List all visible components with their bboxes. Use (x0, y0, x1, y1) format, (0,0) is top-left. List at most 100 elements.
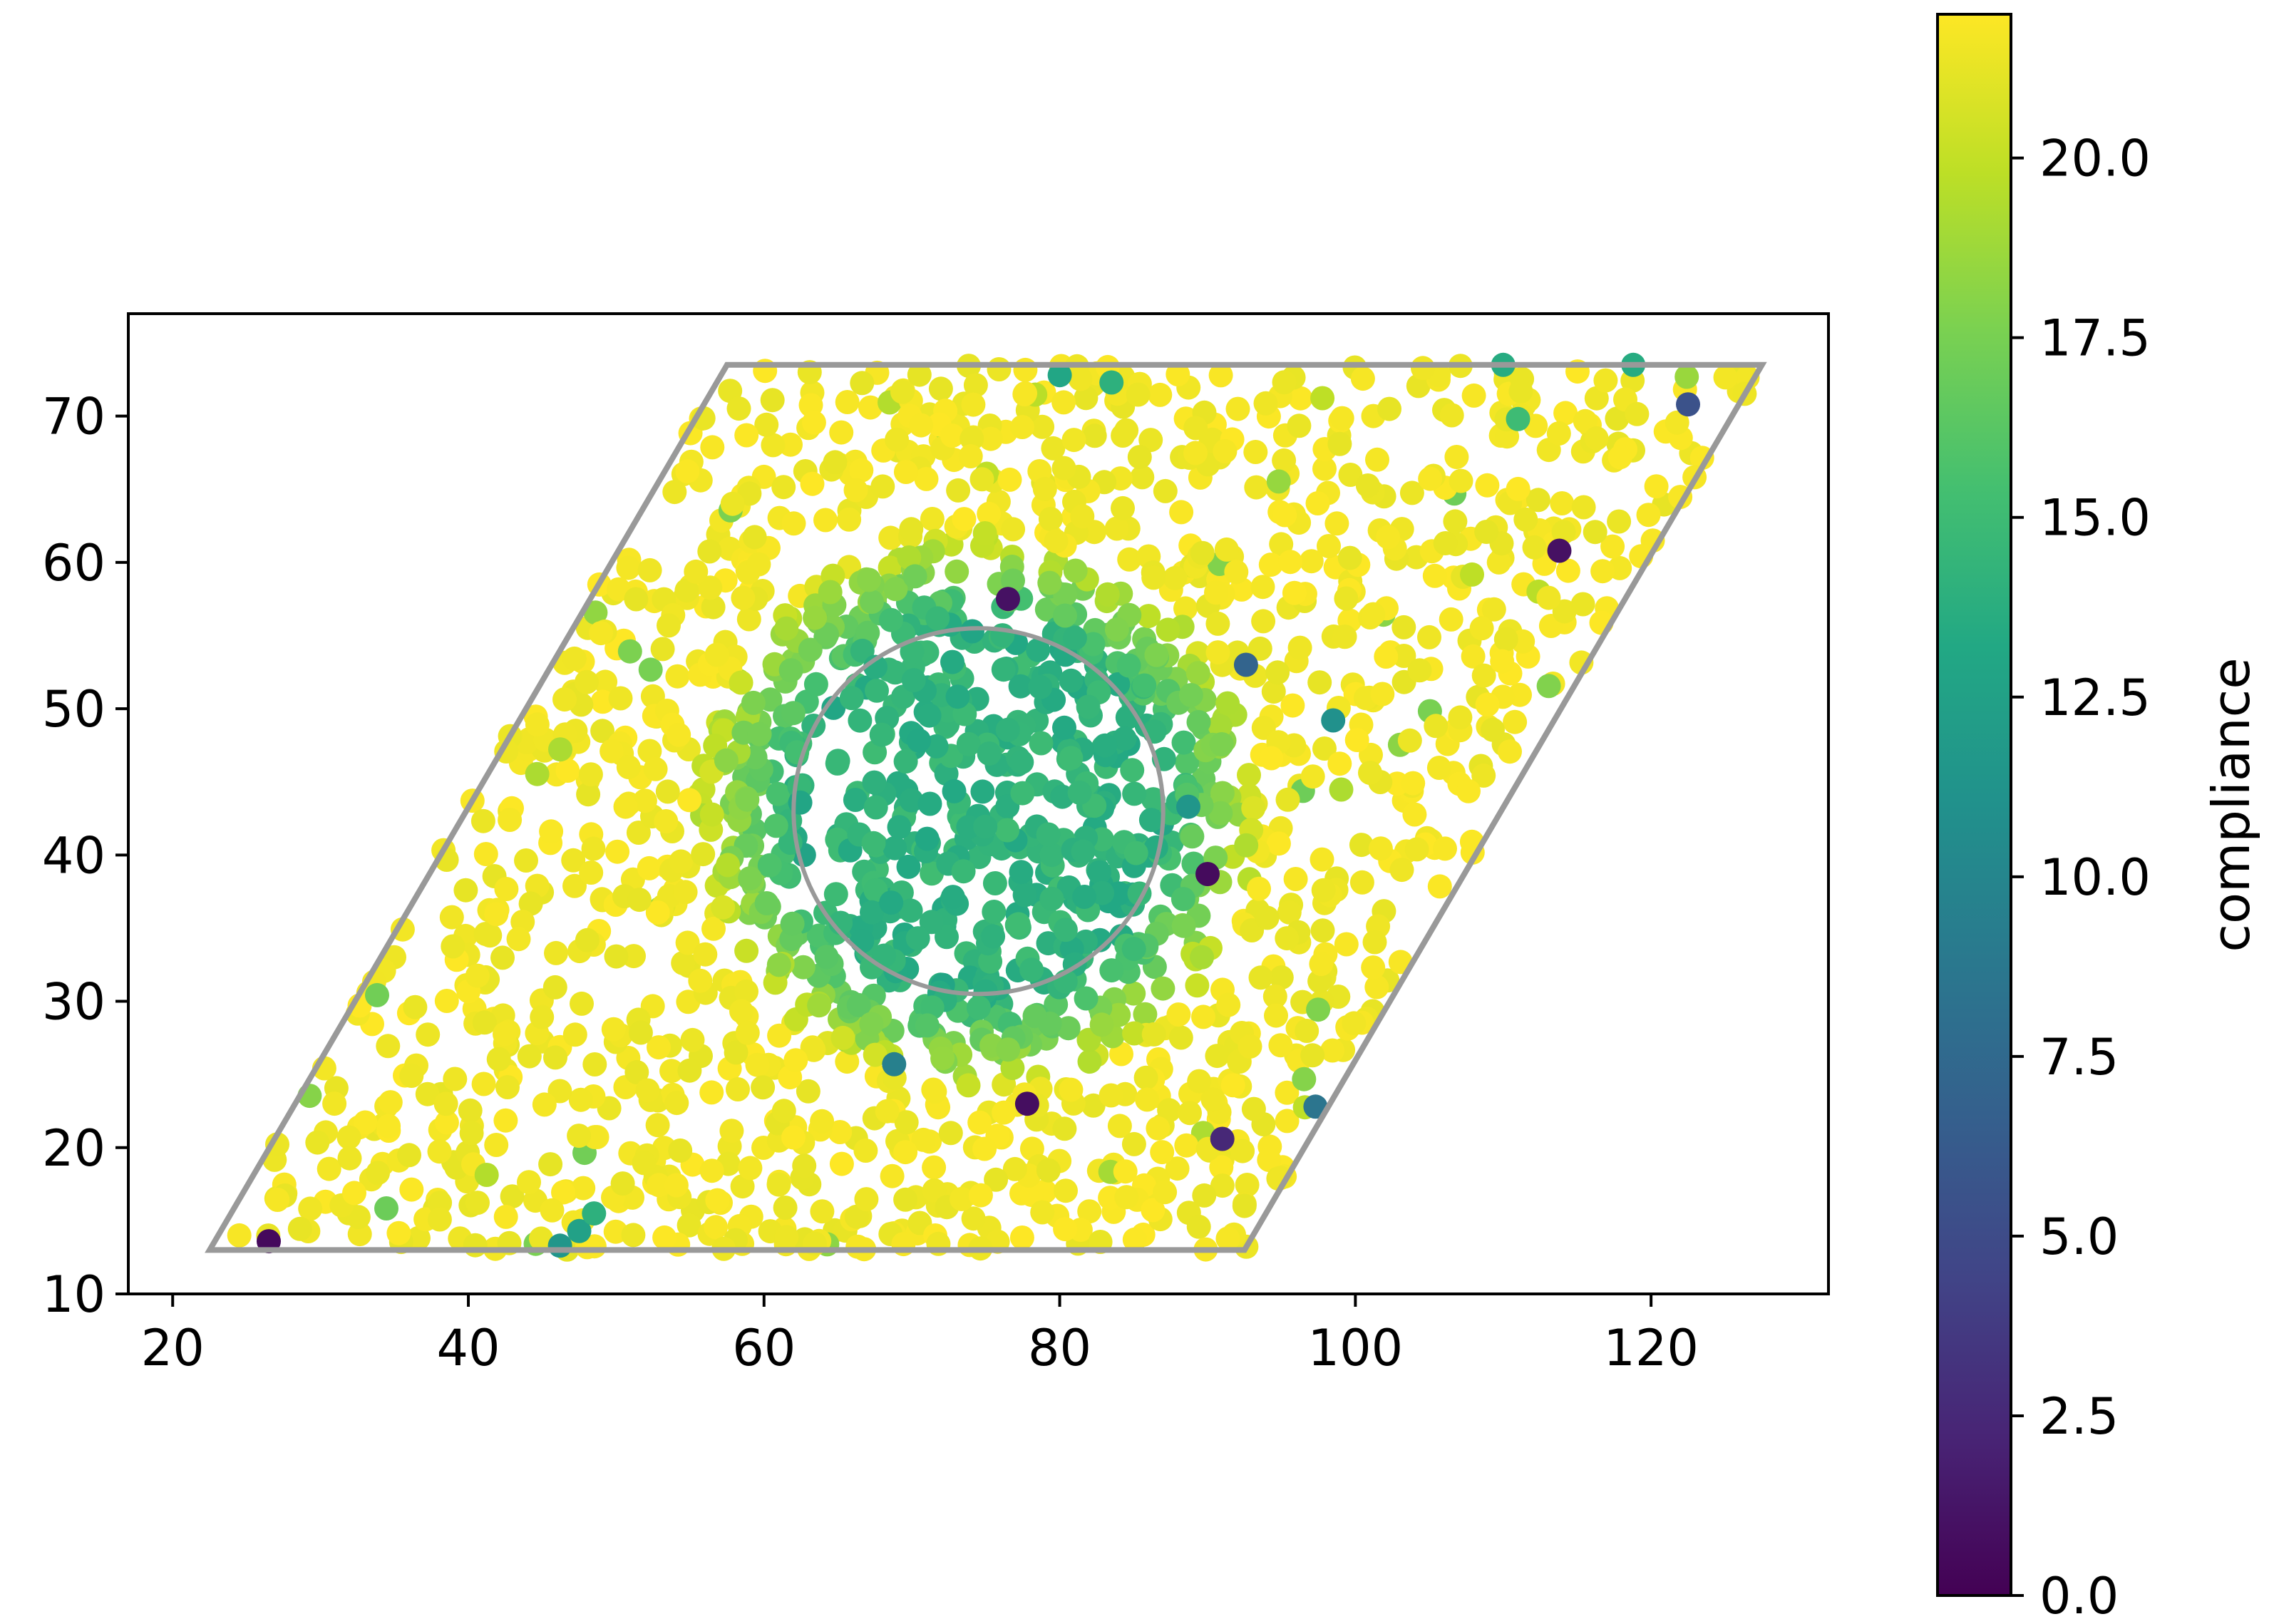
data-point (909, 413, 934, 438)
data-point (1268, 1033, 1293, 1058)
data-point (1397, 728, 1422, 753)
data-point (1178, 1101, 1202, 1126)
data-point (735, 1020, 760, 1045)
data-point (493, 1108, 518, 1133)
data-point (1051, 390, 1076, 415)
data-point (1141, 787, 1166, 812)
data-point (751, 1075, 776, 1100)
data-point (1009, 750, 1034, 775)
data-point (486, 1047, 511, 1071)
data-point (763, 813, 788, 838)
data-point (1151, 976, 1175, 1001)
data-point (781, 511, 806, 536)
colorbar-tick-label: 12.5 (2039, 669, 2151, 727)
data-point (716, 853, 741, 878)
data-point (1104, 516, 1129, 541)
data-point (1053, 603, 1077, 628)
data-point (1490, 649, 1515, 674)
data-point (977, 741, 1002, 766)
data-point (1536, 674, 1561, 699)
data-point (632, 1151, 657, 1176)
data-point (969, 467, 994, 492)
data-point (346, 1205, 371, 1230)
data-point (543, 1045, 567, 1070)
y-tick-label: 30 (42, 973, 106, 1032)
data-point (665, 664, 690, 689)
data-point (1002, 1156, 1027, 1181)
data-point (433, 1091, 458, 1116)
data-point (1448, 705, 1473, 730)
data-point (428, 1191, 453, 1216)
data-point (973, 814, 998, 839)
data-point (996, 1037, 1021, 1062)
data-point (843, 478, 868, 503)
data-point (922, 1178, 947, 1203)
data-point (1407, 658, 1432, 683)
data-point (950, 1186, 974, 1211)
data-point (1426, 756, 1451, 780)
data-point (942, 778, 967, 803)
data-point (680, 1027, 705, 1052)
data-point (495, 1075, 520, 1099)
data-point (1148, 382, 1173, 407)
data-point (1471, 763, 1496, 788)
data-point-outlier (1210, 1126, 1235, 1151)
data-point (434, 989, 459, 1013)
data-point (1332, 625, 1357, 649)
data-point-outlier (582, 1201, 607, 1226)
data-point (1175, 750, 1200, 775)
data-point (1213, 439, 1238, 463)
data-point (1283, 867, 1308, 891)
inclusion-circle (791, 626, 1166, 997)
data-point (1171, 913, 1196, 938)
data-point (1433, 836, 1457, 861)
data-point (1329, 777, 1354, 802)
data-point (1471, 663, 1496, 688)
data-point (1241, 1096, 1266, 1121)
data-point (719, 1119, 744, 1144)
data-point (1309, 952, 1334, 977)
data-point (1258, 553, 1283, 577)
data-point (966, 995, 991, 1020)
data-point (1209, 1155, 1234, 1180)
data-point (946, 478, 971, 503)
data-point (697, 539, 722, 564)
data-point (1132, 673, 1157, 698)
data-point (1190, 945, 1215, 970)
data-point (800, 471, 825, 496)
data-point (729, 670, 753, 695)
data-point (551, 1180, 575, 1205)
data-point (1399, 480, 1424, 505)
data-point (835, 1049, 860, 1074)
data-point (1095, 582, 1120, 607)
data-point (940, 649, 964, 674)
data-point (992, 1100, 1017, 1125)
data-point (846, 992, 871, 1017)
data-point (1292, 1067, 1317, 1091)
data-point (1268, 1166, 1293, 1191)
data-point (1183, 416, 1208, 441)
data-point (736, 607, 761, 632)
data-point (691, 842, 716, 867)
data-point (1327, 751, 1352, 776)
data-point (1126, 382, 1151, 407)
data-point (1280, 693, 1305, 718)
data-point (984, 1167, 1009, 1192)
data-point (517, 1044, 542, 1069)
data-point (1536, 585, 1561, 610)
data-point (517, 1170, 541, 1195)
data-point (860, 590, 884, 615)
data-point (1312, 456, 1337, 481)
data-point (1089, 1012, 1114, 1037)
data-point (578, 762, 603, 787)
data-point (637, 855, 662, 880)
data-point (1183, 441, 1208, 466)
data-point (518, 891, 543, 916)
data-point (761, 433, 786, 458)
data-point (1355, 473, 1380, 498)
data-point (1141, 1022, 1166, 1047)
data-point (778, 658, 803, 683)
data-point (1481, 597, 1506, 622)
data-point (1121, 981, 1146, 1006)
data-point (1247, 636, 1272, 661)
